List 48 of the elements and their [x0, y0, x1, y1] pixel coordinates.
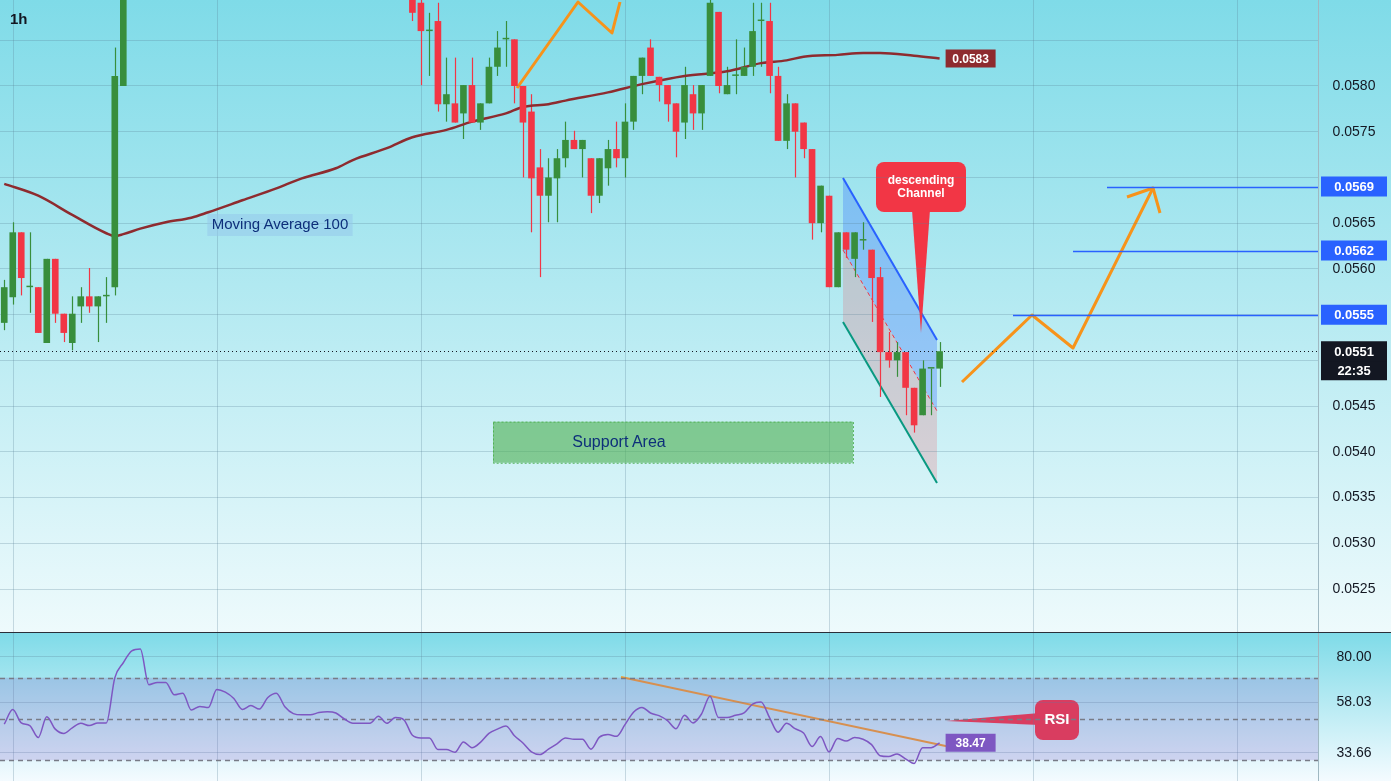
y-tick-label: 0.0530 [1332, 534, 1376, 551]
candlestick [613, 121, 620, 168]
ref-line-label: 0.0569 [1334, 179, 1374, 195]
y-tick-label: 0.0565 [1332, 214, 1376, 231]
series-label: Moving Average 100 [211, 215, 349, 233]
y-tick-label: 0.0545 [1332, 396, 1376, 413]
y-tick-label: 0.0535 [1332, 488, 1376, 505]
candlestick [545, 157, 552, 223]
candlestick [77, 286, 85, 324]
candlestick [664, 84, 671, 123]
candlestick [604, 139, 612, 187]
y-tick-label: 0.0540 [1332, 442, 1376, 459]
data-label: 38.47 [955, 736, 986, 751]
candlestick [553, 148, 561, 223]
line-series [3, 648, 941, 765]
band-label: Support Area [572, 432, 666, 450]
y-tick-label: 0.0560 [1332, 259, 1376, 276]
ref-line-label: 0.0551 [1334, 343, 1374, 359]
candlestick [443, 57, 450, 123]
candlestick [842, 231, 850, 259]
candlestick [732, 38, 739, 95]
candlestick [494, 30, 501, 77]
y-tick-label: 58.03 [1336, 693, 1372, 710]
candlestick [60, 313, 68, 343]
ref-line-label: 0.0555 [1334, 307, 1374, 323]
candlestick [94, 295, 102, 343]
y-tick-label: 80.00 [1336, 647, 1372, 664]
text: 22:35 [1337, 362, 1371, 378]
candlestick [885, 331, 892, 369]
text: RSI [1044, 710, 1070, 728]
text: 1h [10, 10, 28, 28]
y-tick-label: 0.0580 [1332, 76, 1376, 93]
candlestick [859, 221, 867, 251]
candlestick [689, 84, 697, 131]
candlestick [409, 0, 416, 22]
candlestick [927, 367, 935, 416]
annotation: descending Channel [887, 172, 955, 200]
candlestick [936, 341, 943, 388]
ref-line-label: 0.0562 [1334, 243, 1374, 259]
candlestick [562, 121, 569, 168]
data-label: 0.0583 [952, 51, 990, 66]
y-tick-label: 0.0575 [1332, 122, 1376, 139]
candlestick [579, 139, 586, 179]
candlestick [85, 267, 93, 314]
y-tick-label: 0.0525 [1332, 579, 1376, 596]
candlestick [451, 57, 459, 124]
candlestick [477, 102, 484, 131]
y-tick-label: 33.66 [1336, 743, 1372, 760]
